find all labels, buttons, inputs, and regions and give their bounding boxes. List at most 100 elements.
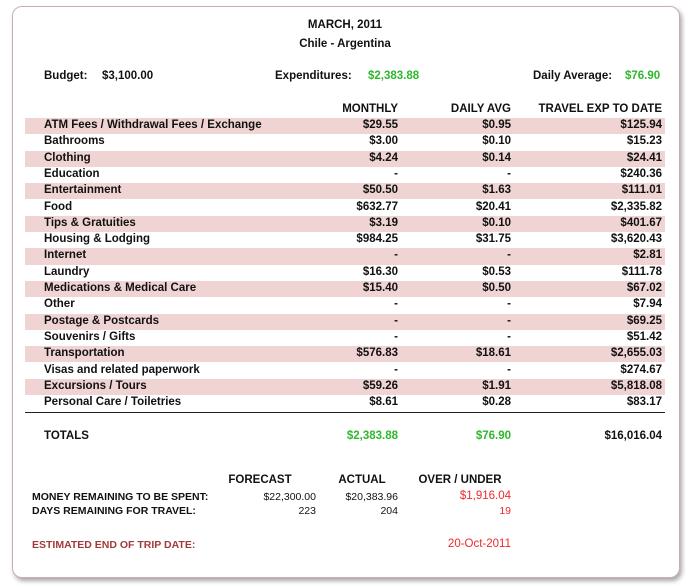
days-actual: 204 xyxy=(380,505,398,517)
money-actual: $20,383.96 xyxy=(345,491,398,503)
row-label: Transportation xyxy=(44,347,125,360)
row-monthly: $3.00 xyxy=(369,135,398,148)
forecast-header: FORECAST xyxy=(228,474,292,486)
row-daily: $0.10 xyxy=(482,135,511,148)
expenditures-label: Expenditures: xyxy=(275,70,352,82)
row-daily: $18.61 xyxy=(475,347,511,360)
days-forecast: 223 xyxy=(298,505,316,517)
row-todate: $24.41 xyxy=(626,151,662,164)
row-todate: $111.78 xyxy=(621,265,662,278)
row-monthly: $4.24 xyxy=(369,151,398,164)
actual-header: ACTUAL xyxy=(338,474,386,486)
row-label: Internet xyxy=(44,249,87,262)
table-row: Medications & Medical Care $15.40 $0.50 $67… xyxy=(25,281,665,298)
row-monthly: $984.25 xyxy=(356,233,398,246)
row-todate: $2,655.03 xyxy=(610,347,662,360)
row-todate: $111.01 xyxy=(621,184,662,197)
report-subtitle: Chile - Argentina xyxy=(299,38,391,50)
row-daily: $0.95 xyxy=(482,119,511,131)
days-diff: 19 xyxy=(499,505,511,517)
row-daily: - xyxy=(507,167,511,180)
table-row: Excursions / Tours $59.26 $1.91 $5,818.08 xyxy=(25,378,665,396)
totals-daily: $76.90 xyxy=(475,430,511,442)
row-todate: $3,620.43 xyxy=(610,233,662,246)
report-title: MARCH, 2011 xyxy=(307,19,383,31)
row-todate: $2.81 xyxy=(633,249,662,262)
row-daily: $0.50 xyxy=(482,282,511,294)
table-row: ATM Fees / Withdrawal Fees / Exchange $29… xyxy=(25,118,665,135)
row-monthly: - xyxy=(394,167,398,180)
row-daily: $0.28 xyxy=(482,396,511,409)
row-monthly: - xyxy=(394,249,398,262)
table-row: Tips & Gratuities $3.19 $0.10 $401.67 xyxy=(25,215,665,233)
row-todate: $51.42 xyxy=(626,330,662,343)
money-diff: $1,916.04 xyxy=(459,490,511,502)
col-daily-avg: DAILY AVG xyxy=(450,103,511,115)
table-divider xyxy=(25,412,665,413)
table-row: Postage & Postcards - - $69.25 xyxy=(25,313,665,330)
row-monthly: $8.61 xyxy=(369,396,398,409)
money-remaining-label: MONEY REMAINING TO BE SPENT: xyxy=(32,491,209,503)
row-label: Souvenirs / Gifts xyxy=(44,330,136,343)
table-row: Clothing $4.24 $0.14 $24.41 xyxy=(25,150,665,167)
row-label: Education xyxy=(44,167,100,180)
row-label: Food xyxy=(44,200,73,213)
row-daily: $0.14 xyxy=(482,151,511,164)
row-todate: $83.17 xyxy=(626,396,662,409)
row-label: Tips & Gratuities xyxy=(44,216,136,229)
row-daily: - xyxy=(507,249,511,262)
row-monthly: $632.77 xyxy=(356,200,398,213)
end-date-label: ESTIMATED END OF TRIP DATE: xyxy=(32,539,196,551)
row-monthly: - xyxy=(394,298,398,311)
row-monthly: $59.26 xyxy=(362,379,398,392)
row-daily: - xyxy=(507,314,511,327)
table-row: Education - - $240.36 xyxy=(25,167,665,183)
table-row: Transportation $576.83 $18.61 $2,655.03 xyxy=(25,346,665,363)
row-label: Clothing xyxy=(44,151,91,164)
row-monthly: $15.40 xyxy=(362,282,398,294)
row-daily: - xyxy=(507,298,511,311)
totals-monthly: $2,383.88 xyxy=(346,430,398,442)
totals-todate: $16,016.04 xyxy=(604,430,662,442)
daily-average-value: $76.90 xyxy=(625,70,661,82)
row-label: Excursions / Tours xyxy=(44,379,147,392)
row-todate: $67.02 xyxy=(626,282,662,294)
row-monthly: $16.30 xyxy=(362,265,398,278)
row-todate: $69.25 xyxy=(626,314,662,327)
row-label: Bathrooms xyxy=(44,135,105,148)
row-todate: $125.94 xyxy=(620,119,662,131)
row-daily: $20.41 xyxy=(475,200,511,213)
table-row: Other - - $7.94 xyxy=(25,297,665,313)
budget-label: Budget: xyxy=(44,70,88,82)
table-row: Visas and related paperwork - - $274.67 xyxy=(25,363,665,379)
row-todate: $2,335.82 xyxy=(610,200,662,213)
row-monthly: - xyxy=(394,363,398,376)
table-row: Personal Care / Toiletries $8.61 $0.28 $83.… xyxy=(25,395,665,411)
row-daily: - xyxy=(507,363,511,376)
budget-value: $3,100.00 xyxy=(102,70,154,82)
row-todate: $274.67 xyxy=(620,363,662,376)
table-row: Bathrooms $3.00 $0.10 $15.23 xyxy=(25,134,665,150)
row-monthly: $29.55 xyxy=(362,119,398,131)
row-monthly: $3.19 xyxy=(369,216,398,229)
row-label: Entertainment xyxy=(44,184,122,197)
row-label: Visas and related paperwork xyxy=(44,363,200,376)
row-todate: $5,818.08 xyxy=(610,379,662,392)
row-daily: $31.75 xyxy=(475,233,511,246)
row-monthly: $576.83 xyxy=(356,347,398,360)
row-monthly: - xyxy=(394,314,398,327)
col-monthly: MONTHLY xyxy=(342,103,398,115)
row-label: Postage & Postcards xyxy=(44,314,160,327)
row-label: Personal Care / Toiletries xyxy=(44,396,182,409)
row-daily: - xyxy=(507,330,511,343)
row-monthly: $50.50 xyxy=(362,184,398,197)
row-daily: $0.53 xyxy=(482,265,511,278)
daily-average-label: Daily Average: xyxy=(533,70,613,82)
row-todate: $240.36 xyxy=(620,167,662,180)
row-label: Other xyxy=(44,298,75,311)
money-forecast: $22,300.00 xyxy=(263,491,316,503)
row-label: Medications & Medical Care xyxy=(44,282,197,294)
row-todate: $15.23 xyxy=(626,135,662,148)
table-row: Laundry $16.30 $0.53 $111.78 xyxy=(25,265,665,281)
expenditures-value: $2,383.88 xyxy=(368,70,420,82)
